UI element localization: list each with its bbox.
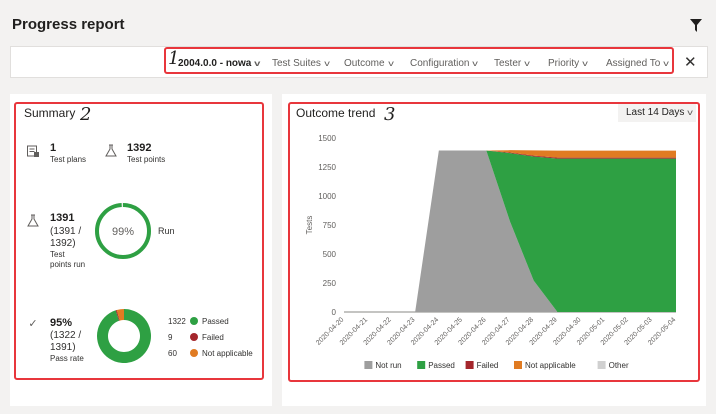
donut-slice-failed bbox=[115, 309, 120, 321]
run-progress-ring: 99% bbox=[95, 203, 151, 259]
legend-swatch bbox=[465, 361, 474, 369]
chevron-down-icon: v bbox=[254, 59, 261, 68]
y-tick-label: 250 bbox=[323, 279, 337, 288]
pass-label: Pass rate bbox=[50, 354, 84, 363]
date-range-dropdown[interactable]: Last 14 Days v bbox=[618, 104, 696, 122]
donut-slice-not-applicable bbox=[116, 309, 124, 321]
legend-failed: 9 Failed bbox=[168, 333, 224, 342]
pass-detail-b: 1391) bbox=[50, 342, 76, 353]
legend-label-not-applicable: Not applicable bbox=[525, 361, 576, 370]
filter-configuration[interactable]: Configuration v bbox=[410, 58, 479, 69]
filter-test-suites[interactable]: Test Suites v bbox=[272, 58, 330, 69]
page-title: Progress report bbox=[12, 16, 125, 33]
chevron-down-icon: v bbox=[387, 59, 394, 68]
chevron-down-icon: v bbox=[324, 59, 330, 68]
run-label-b: points run bbox=[50, 260, 86, 269]
y-tick-label: 750 bbox=[323, 221, 337, 230]
y-axis-label: Tests bbox=[305, 216, 314, 235]
chevron-down-icon: v bbox=[472, 59, 479, 68]
legend-label-passed: Passed bbox=[428, 361, 455, 370]
run-value: 1391 bbox=[50, 212, 75, 224]
test-plans-label: Test plans bbox=[50, 155, 87, 164]
check-icon: ✓ bbox=[28, 318, 38, 330]
area-not-run bbox=[344, 150, 676, 312]
close-icon[interactable]: ✕ bbox=[684, 54, 697, 71]
chevron-down-icon: v bbox=[524, 59, 531, 68]
summary-highlight bbox=[14, 102, 264, 380]
pass-detail-a: (1322 / bbox=[50, 330, 82, 341]
filter-highlight bbox=[164, 47, 674, 74]
chevron-down-icon: v bbox=[687, 108, 694, 117]
run-detail-a: (1391 / bbox=[50, 226, 82, 237]
chevron-down-icon: v bbox=[582, 59, 588, 68]
callout-1: 1 bbox=[168, 48, 180, 69]
legend-not-applicable: 60 Not applicable bbox=[168, 349, 253, 358]
callout-3: 3 bbox=[384, 104, 396, 125]
flask-icon bbox=[104, 144, 118, 158]
legend-swatch bbox=[364, 361, 373, 369]
area-passed bbox=[344, 150, 676, 312]
legend-swatch bbox=[597, 361, 606, 369]
filter-tester[interactable]: Tester v bbox=[494, 58, 531, 69]
trend-highlight bbox=[288, 102, 700, 382]
legend-swatch bbox=[417, 361, 426, 369]
filter-test-plan[interactable]: 2004.0.0 - nowa v bbox=[178, 58, 261, 69]
legend-label-other: Other bbox=[609, 361, 629, 370]
legend-passed: 1322 Passed bbox=[168, 317, 229, 326]
y-tick-label: 500 bbox=[323, 250, 337, 259]
pass-rate-value: 95% bbox=[50, 317, 73, 329]
test-plans-value: 1 bbox=[50, 142, 57, 154]
flask-icon bbox=[26, 214, 40, 228]
run-caption: Run bbox=[158, 226, 175, 236]
chevron-down-icon: v bbox=[663, 59, 670, 68]
trend-title: Outcome trend bbox=[296, 106, 376, 120]
test-points-value: 1392 bbox=[127, 142, 152, 154]
test-points-label: Test points bbox=[127, 155, 166, 164]
run-percent: 99% bbox=[112, 226, 134, 238]
y-tick-label: 0 bbox=[332, 308, 337, 317]
filter-assigned-to[interactable]: Assigned To v bbox=[606, 58, 670, 69]
summary-title: Summary bbox=[24, 106, 76, 120]
test-plan-icon bbox=[26, 144, 40, 158]
y-tick-label: 1500 bbox=[318, 134, 336, 143]
filter-priority[interactable]: Priority v bbox=[548, 58, 588, 69]
funnel-icon[interactable] bbox=[690, 19, 702, 33]
legend-swatch bbox=[514, 361, 522, 369]
legend-label-failed: Failed bbox=[477, 361, 499, 370]
run-label-a: Test bbox=[50, 250, 65, 259]
donut-slice-passed bbox=[97, 309, 151, 363]
callout-2: 2 bbox=[80, 104, 92, 125]
y-tick-label: 1250 bbox=[318, 163, 336, 172]
run-detail-b: 1392) bbox=[50, 238, 76, 249]
outcome-trend-chart: 0250500750100012501500Tests2020-04-20202… bbox=[305, 134, 677, 370]
filter-outcome[interactable]: Outcome v bbox=[344, 58, 394, 69]
legend-label-not-run: Not run bbox=[375, 361, 401, 370]
y-tick-label: 1000 bbox=[318, 192, 336, 201]
pass-donut bbox=[97, 309, 151, 363]
